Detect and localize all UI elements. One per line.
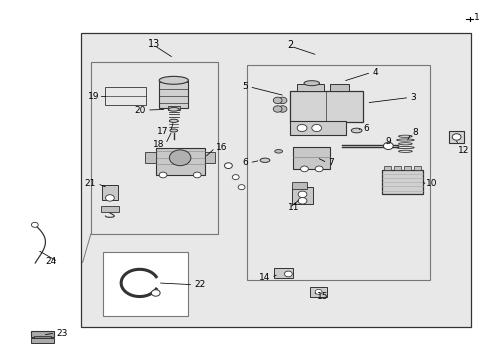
Circle shape bbox=[31, 222, 38, 227]
Text: 3: 3 bbox=[409, 93, 415, 102]
Circle shape bbox=[278, 106, 286, 112]
Circle shape bbox=[193, 172, 201, 178]
Text: 23: 23 bbox=[56, 329, 67, 338]
Text: 21: 21 bbox=[84, 179, 96, 188]
Text: 2: 2 bbox=[287, 40, 293, 50]
Circle shape bbox=[315, 166, 323, 172]
Bar bbox=[167, 107, 179, 110]
Bar bbox=[297, 84, 324, 91]
Ellipse shape bbox=[168, 108, 179, 111]
Circle shape bbox=[311, 125, 321, 132]
Text: 18: 18 bbox=[152, 140, 163, 149]
Text: 9: 9 bbox=[385, 137, 390, 146]
Circle shape bbox=[297, 125, 306, 132]
Text: 13: 13 bbox=[148, 39, 160, 49]
Text: 8: 8 bbox=[411, 128, 417, 137]
Bar bbox=[309, 287, 327, 297]
Circle shape bbox=[278, 97, 286, 104]
Ellipse shape bbox=[260, 158, 269, 162]
Bar bbox=[273, 268, 293, 278]
Ellipse shape bbox=[169, 129, 177, 132]
Text: 17: 17 bbox=[157, 127, 168, 136]
Bar bbox=[413, 166, 420, 170]
Circle shape bbox=[284, 271, 292, 277]
Bar bbox=[246, 65, 429, 280]
Circle shape bbox=[451, 134, 460, 140]
Bar bbox=[292, 182, 306, 189]
Ellipse shape bbox=[169, 119, 178, 122]
Bar bbox=[145, 152, 156, 163]
Circle shape bbox=[224, 163, 232, 168]
Text: 1: 1 bbox=[473, 13, 478, 22]
Bar bbox=[289, 121, 345, 135]
Text: 19: 19 bbox=[87, 91, 99, 100]
Bar bbox=[384, 166, 390, 170]
Bar bbox=[34, 336, 51, 339]
Bar bbox=[104, 87, 146, 105]
Text: 6: 6 bbox=[363, 124, 368, 133]
Bar bbox=[31, 338, 54, 343]
Text: 22: 22 bbox=[194, 280, 205, 289]
Text: 16: 16 bbox=[216, 143, 227, 152]
Circle shape bbox=[151, 290, 160, 296]
Circle shape bbox=[298, 191, 306, 198]
Bar bbox=[204, 152, 215, 163]
Bar bbox=[403, 166, 410, 170]
Bar bbox=[31, 330, 54, 337]
Circle shape bbox=[298, 198, 306, 204]
Text: 10: 10 bbox=[425, 179, 436, 188]
Bar bbox=[448, 131, 463, 143]
Text: 15: 15 bbox=[316, 292, 327, 301]
Text: 12: 12 bbox=[457, 146, 468, 155]
Circle shape bbox=[238, 185, 244, 190]
Ellipse shape bbox=[159, 76, 188, 84]
Text: 6: 6 bbox=[242, 158, 247, 167]
Circle shape bbox=[273, 97, 282, 104]
Text: 5: 5 bbox=[242, 82, 247, 91]
Bar bbox=[156, 148, 204, 175]
Bar bbox=[102, 185, 118, 200]
Ellipse shape bbox=[274, 149, 282, 153]
Circle shape bbox=[105, 195, 114, 201]
Ellipse shape bbox=[350, 128, 361, 133]
Text: 24: 24 bbox=[45, 257, 57, 266]
Bar bbox=[381, 170, 423, 194]
Bar bbox=[393, 166, 400, 170]
Circle shape bbox=[159, 172, 166, 178]
Text: 20: 20 bbox=[134, 105, 145, 114]
Bar bbox=[289, 91, 362, 122]
Bar bbox=[103, 252, 188, 316]
Bar bbox=[91, 62, 217, 234]
Bar bbox=[81, 33, 470, 327]
Circle shape bbox=[273, 106, 282, 112]
Circle shape bbox=[383, 142, 392, 149]
Text: 4: 4 bbox=[371, 68, 377, 77]
Circle shape bbox=[169, 150, 190, 166]
Bar bbox=[293, 147, 330, 169]
Bar bbox=[292, 187, 312, 204]
Text: 11: 11 bbox=[288, 203, 299, 212]
Circle shape bbox=[315, 289, 322, 294]
Text: 7: 7 bbox=[328, 158, 333, 167]
Bar bbox=[330, 84, 348, 91]
Circle shape bbox=[300, 166, 308, 172]
Circle shape bbox=[232, 175, 239, 180]
Bar bbox=[159, 81, 188, 108]
Text: 14: 14 bbox=[258, 273, 269, 282]
Ellipse shape bbox=[304, 81, 319, 86]
Bar bbox=[101, 206, 119, 212]
